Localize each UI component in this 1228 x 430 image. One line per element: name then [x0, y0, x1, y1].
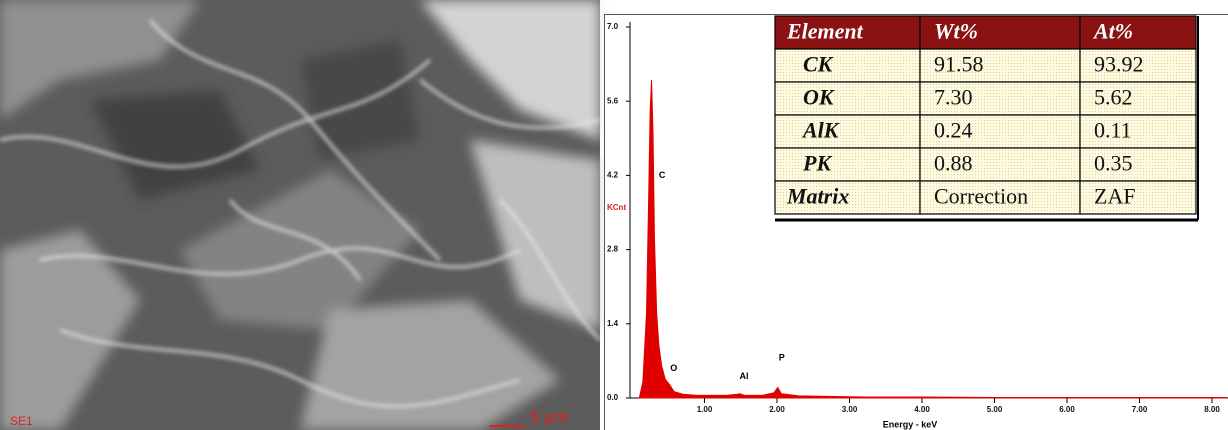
- table-cell: [775, 49, 920, 82]
- table-text: 0.24: [934, 118, 973, 143]
- x-tick-label: 2.00: [769, 405, 785, 414]
- table-text: Matrix: [786, 184, 849, 209]
- y-tick-label: 4.2: [607, 171, 619, 180]
- table-text: PK: [802, 151, 832, 176]
- image-mode: SE1: [10, 414, 33, 428]
- x-tick-label: 6.00: [1059, 405, 1075, 414]
- x-axis-label: Energy - keV: [883, 419, 938, 429]
- table-cell: [775, 115, 920, 148]
- peak-label: C: [659, 170, 666, 180]
- sem-image: SE1 5 μm: [0, 0, 600, 430]
- x-tick-label: 3.00: [842, 405, 858, 414]
- scale-label: 5 μm: [530, 407, 568, 426]
- table-text: 0.11: [1094, 118, 1132, 143]
- table-cell: [775, 82, 920, 115]
- table-cell: [775, 148, 920, 181]
- x-tick-label: 8.00: [1204, 405, 1220, 414]
- table-text: 91.58: [934, 52, 984, 77]
- x-tick-label: 5.00: [987, 405, 1003, 414]
- table-text: AlK: [801, 118, 840, 143]
- table-text: 0.35: [1094, 151, 1133, 176]
- table-text: OK: [803, 85, 835, 110]
- y-tick-label: 0.0: [607, 393, 619, 402]
- table-text: ZAF: [1094, 184, 1136, 209]
- table-text: CK: [803, 52, 834, 77]
- table-header-text: Element: [786, 19, 864, 44]
- table-text: 7.30: [934, 85, 973, 110]
- table-header-text: Wt%: [934, 19, 978, 44]
- y-tick-label: 5.6: [607, 96, 619, 105]
- table-text: 93.92: [1094, 52, 1144, 77]
- element-table: Element Wt% At% CK 91.58 93.92 OK 7.30 5.62 AlK 0.…: [775, 16, 1198, 220]
- y-tick-label: 1.4: [607, 319, 619, 328]
- figure: SE1 5 μm KCnt Energy - keV Element Wt% At%…: [0, 0, 1228, 430]
- table-text: 0.88: [934, 151, 973, 176]
- x-tick-label: 4.00: [914, 405, 930, 414]
- y-axis-label: KCnt: [607, 203, 626, 212]
- y-tick-label: 7.0: [607, 22, 619, 31]
- peak-label: P: [779, 353, 785, 363]
- peak-label: O: [670, 363, 677, 373]
- x-tick-label: 1.00: [697, 405, 713, 414]
- page: {"chart_data":{"type":"area","color":"#e…: [0, 0, 1228, 430]
- table-text: Correction: [934, 184, 1028, 209]
- table-header-text: At%: [1092, 19, 1133, 44]
- x-tick-label: 7.00: [1132, 405, 1148, 414]
- table-text: 5.62: [1094, 85, 1133, 110]
- peak-label: Al: [740, 371, 749, 381]
- y-tick-label: 2.8: [607, 245, 619, 254]
